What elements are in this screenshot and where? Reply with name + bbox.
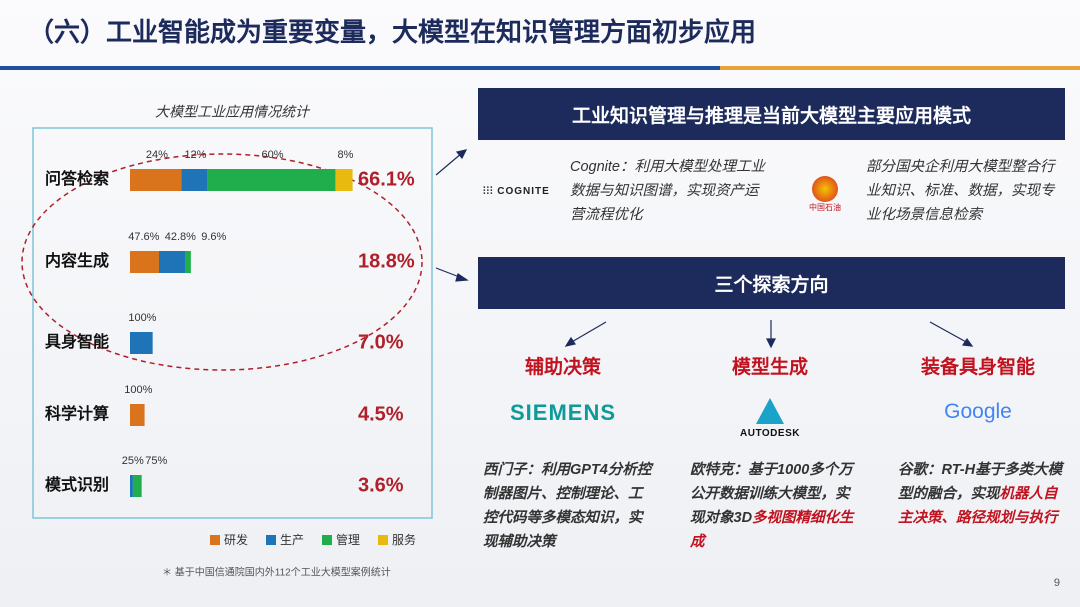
category-label: 具身智能 [45,332,109,351]
page-number: 9 [1054,577,1060,589]
legend-swatch [378,535,388,545]
soe-logo: 中国石油 [790,176,860,213]
highlight-text: 机器人自主决策、路径规划与执行 [898,486,1058,526]
category-label: 内容生成 [45,251,109,270]
category-label: 模式识别 [45,475,109,494]
segment-label: 47.6% [128,231,159,243]
segment-label: 12% [184,149,206,161]
title-rule-accent [720,66,1080,70]
category-label: 问答检索 [45,169,109,188]
direction-logo: Google [944,400,1012,423]
direction-logo: AUTODESK [740,428,800,439]
bar-segment [158,251,186,273]
direction-text: 西门子：利用GPT4分析控制器图片、控制理论、工控代码等多模态知识，实现辅助决策 [483,458,653,554]
segment-label: 100% [124,384,152,396]
segment-label: 25% [122,455,144,467]
direction-text: 欧特克：基于1000多个万公开数据训练大模型，实现对象3D多视图精细化生成 [690,458,860,554]
logo-icon [812,176,838,202]
legend-label: 生产 [280,533,304,547]
bar-segment [130,169,182,191]
category-label: 科学计算 [45,404,109,423]
cognite-logo: ⫶⫶⫶ COGNITE [483,186,550,197]
case-text: 部分国央企利用大模型整合行业知识、标准、数据，实现专业化场景信息检索 [866,159,1055,223]
segment-label: 24% [146,149,168,161]
highlight-text: 多视图精细化生成 [690,510,854,550]
chart-frame [32,127,433,519]
bar-segment [130,404,145,426]
legend-swatch [322,535,332,545]
text: 谷歌：RT-H基于多类大模型的融合，实现 [898,462,1063,502]
bar-segment [132,475,142,497]
legend-swatch [210,535,220,545]
case-text: Cognite：利用大模型处理工业数据与知识图谱，实现资产运营流程优化 [570,159,765,223]
legend-label: 服务 [392,532,416,547]
segment-label: 60% [261,149,283,161]
legend-label: 管理 [336,532,360,547]
slide-title: （六）工业智能成为重要变量，大模型在知识管理方面初步应用 [28,17,756,47]
bar-segment [130,251,159,273]
top-banner: 工业知识管理与推理是当前大模型主要应用模式 [478,88,1065,140]
total-label: 3.6% [358,474,404,496]
total-label: 18.8% [358,250,415,272]
text: 西门子：利用GPT4分析控制器图片、控制理论、工控代码等多模态知识，实现辅助决策 [483,462,652,550]
bottom-banner: 三个探索方向 [478,257,1065,309]
chart-note: ＊ 基于中国信通院国内外112个工业大模型案例统计 [162,566,391,579]
logo-text: COGNITE [497,186,550,197]
legend-label: 研发 [224,532,248,547]
bar-segment [207,169,336,191]
segment-label: 8% [338,149,354,161]
direction-heading: 模型生成 [731,357,808,378]
bar-segment [185,251,191,273]
total-label: 66.1% [358,168,415,190]
bar-segment [130,332,153,354]
direction-heading: 装备具身智能 [920,357,1035,378]
logo-text: 中国石油 [809,203,841,212]
logo-icon [756,398,784,424]
title-rule [0,66,720,70]
chart-title: 大模型工业应用情况统计 [155,104,311,120]
highlight-ellipse [21,153,423,371]
bar-segment [335,169,353,191]
bar-segment [130,475,133,497]
legend-swatch [266,535,276,545]
text: 欧特克：基于1000多个万公开数据训练大模型，实现对象3D [690,462,853,526]
segment-label: 42.8% [165,231,196,243]
total-label: 7.0% [358,331,404,353]
total-label: 4.5% [358,403,404,425]
segment-label: 100% [128,312,156,324]
direction-heading: 辅助决策 [524,357,601,378]
bar-segment [181,169,208,191]
direction-text: 谷歌：RT-H基于多类大模型的融合，实现机器人自主决策、路径规划与执行 [898,458,1068,530]
arrows [435,149,974,349]
direction-logo: SIEMENS [509,400,617,425]
segment-label: 75% [145,455,167,467]
segment-label: 9.6% [201,231,226,243]
